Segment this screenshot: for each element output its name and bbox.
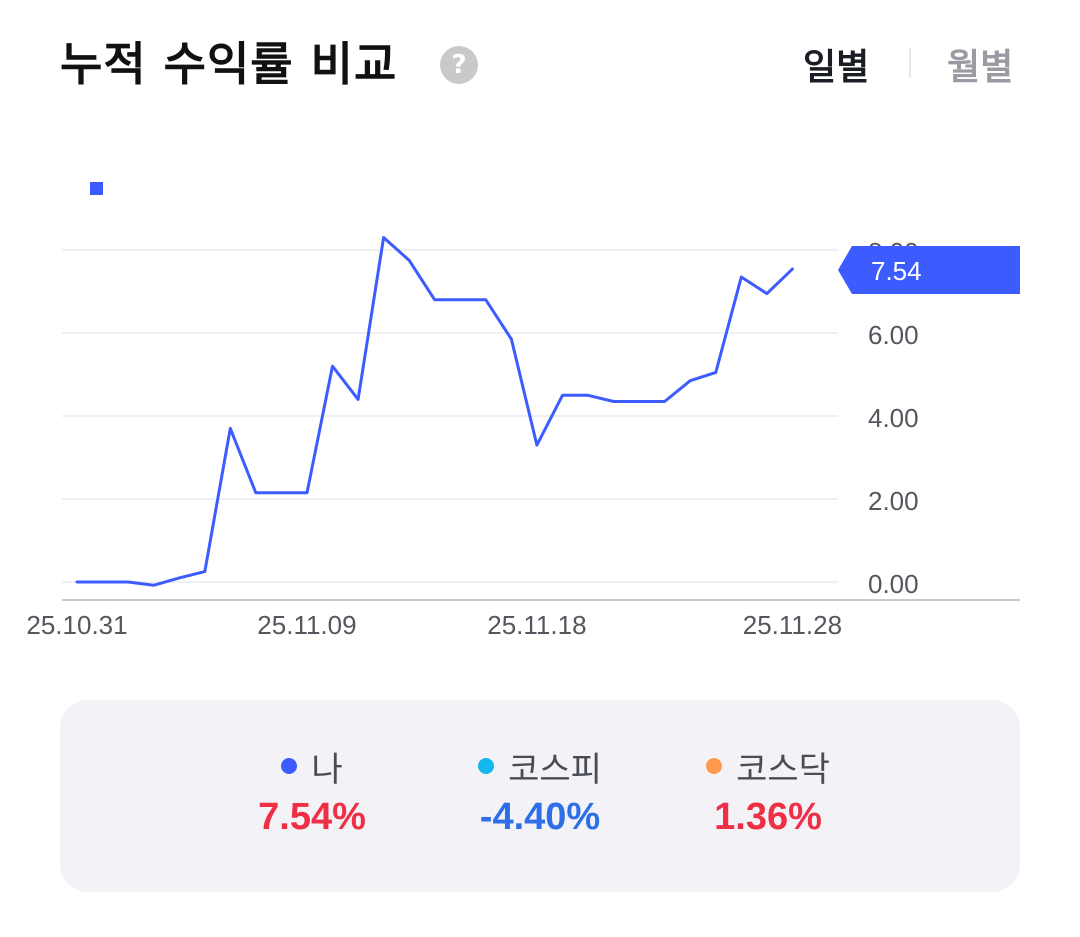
series-dot-me	[281, 758, 298, 774]
x-tick-label: 25.11.18	[487, 610, 586, 640]
summary-label-kosdaq: 코스닥	[736, 749, 830, 790]
summary-panel: 나 7.54% 코스피 -4.40% 코스닥 1.36%	[60, 700, 1020, 892]
page-title: 누적 수익률 비교	[60, 37, 398, 91]
x-tick-label: 25.11.09	[257, 610, 356, 640]
summary-value-kosdaq: 1.36%	[714, 796, 822, 838]
y-tick-label: 4.00	[868, 403, 919, 433]
summary-label-me: 나	[311, 749, 343, 790]
toggle-divider	[909, 48, 911, 78]
summary-value-kospi: -4.40%	[479, 796, 601, 838]
legend-marker	[90, 182, 103, 195]
y-tick-label: 0.00	[868, 569, 919, 599]
y-tick-label: 2.00	[868, 486, 919, 516]
x-tick-label: 25.10.31	[26, 610, 127, 640]
summary-label-kospi: 코스피	[508, 749, 602, 790]
summary-item-kospi: 코스피 -4.40%	[420, 742, 660, 839]
current-value-label: 7.54	[871, 256, 922, 286]
y-tick-label: 6.00	[868, 320, 919, 350]
series-dot-kosdaq	[706, 758, 723, 774]
summary-value-me: 7.54%	[258, 796, 366, 838]
question-mark-icon[interactable]: ?	[440, 46, 478, 84]
toggle-monthly[interactable]: 월별	[947, 47, 1014, 88]
summary-item-kosdaq: 코스닥 1.36%	[648, 742, 888, 839]
x-tick-label: 25.11.28	[743, 610, 842, 640]
current-value-badge	[838, 246, 1020, 294]
summary-item-me: 나 7.54%	[192, 742, 432, 839]
series-dot-kospi	[478, 758, 495, 774]
toggle-daily[interactable]: 일별	[803, 47, 870, 88]
series-line-me	[75, 236, 794, 587]
